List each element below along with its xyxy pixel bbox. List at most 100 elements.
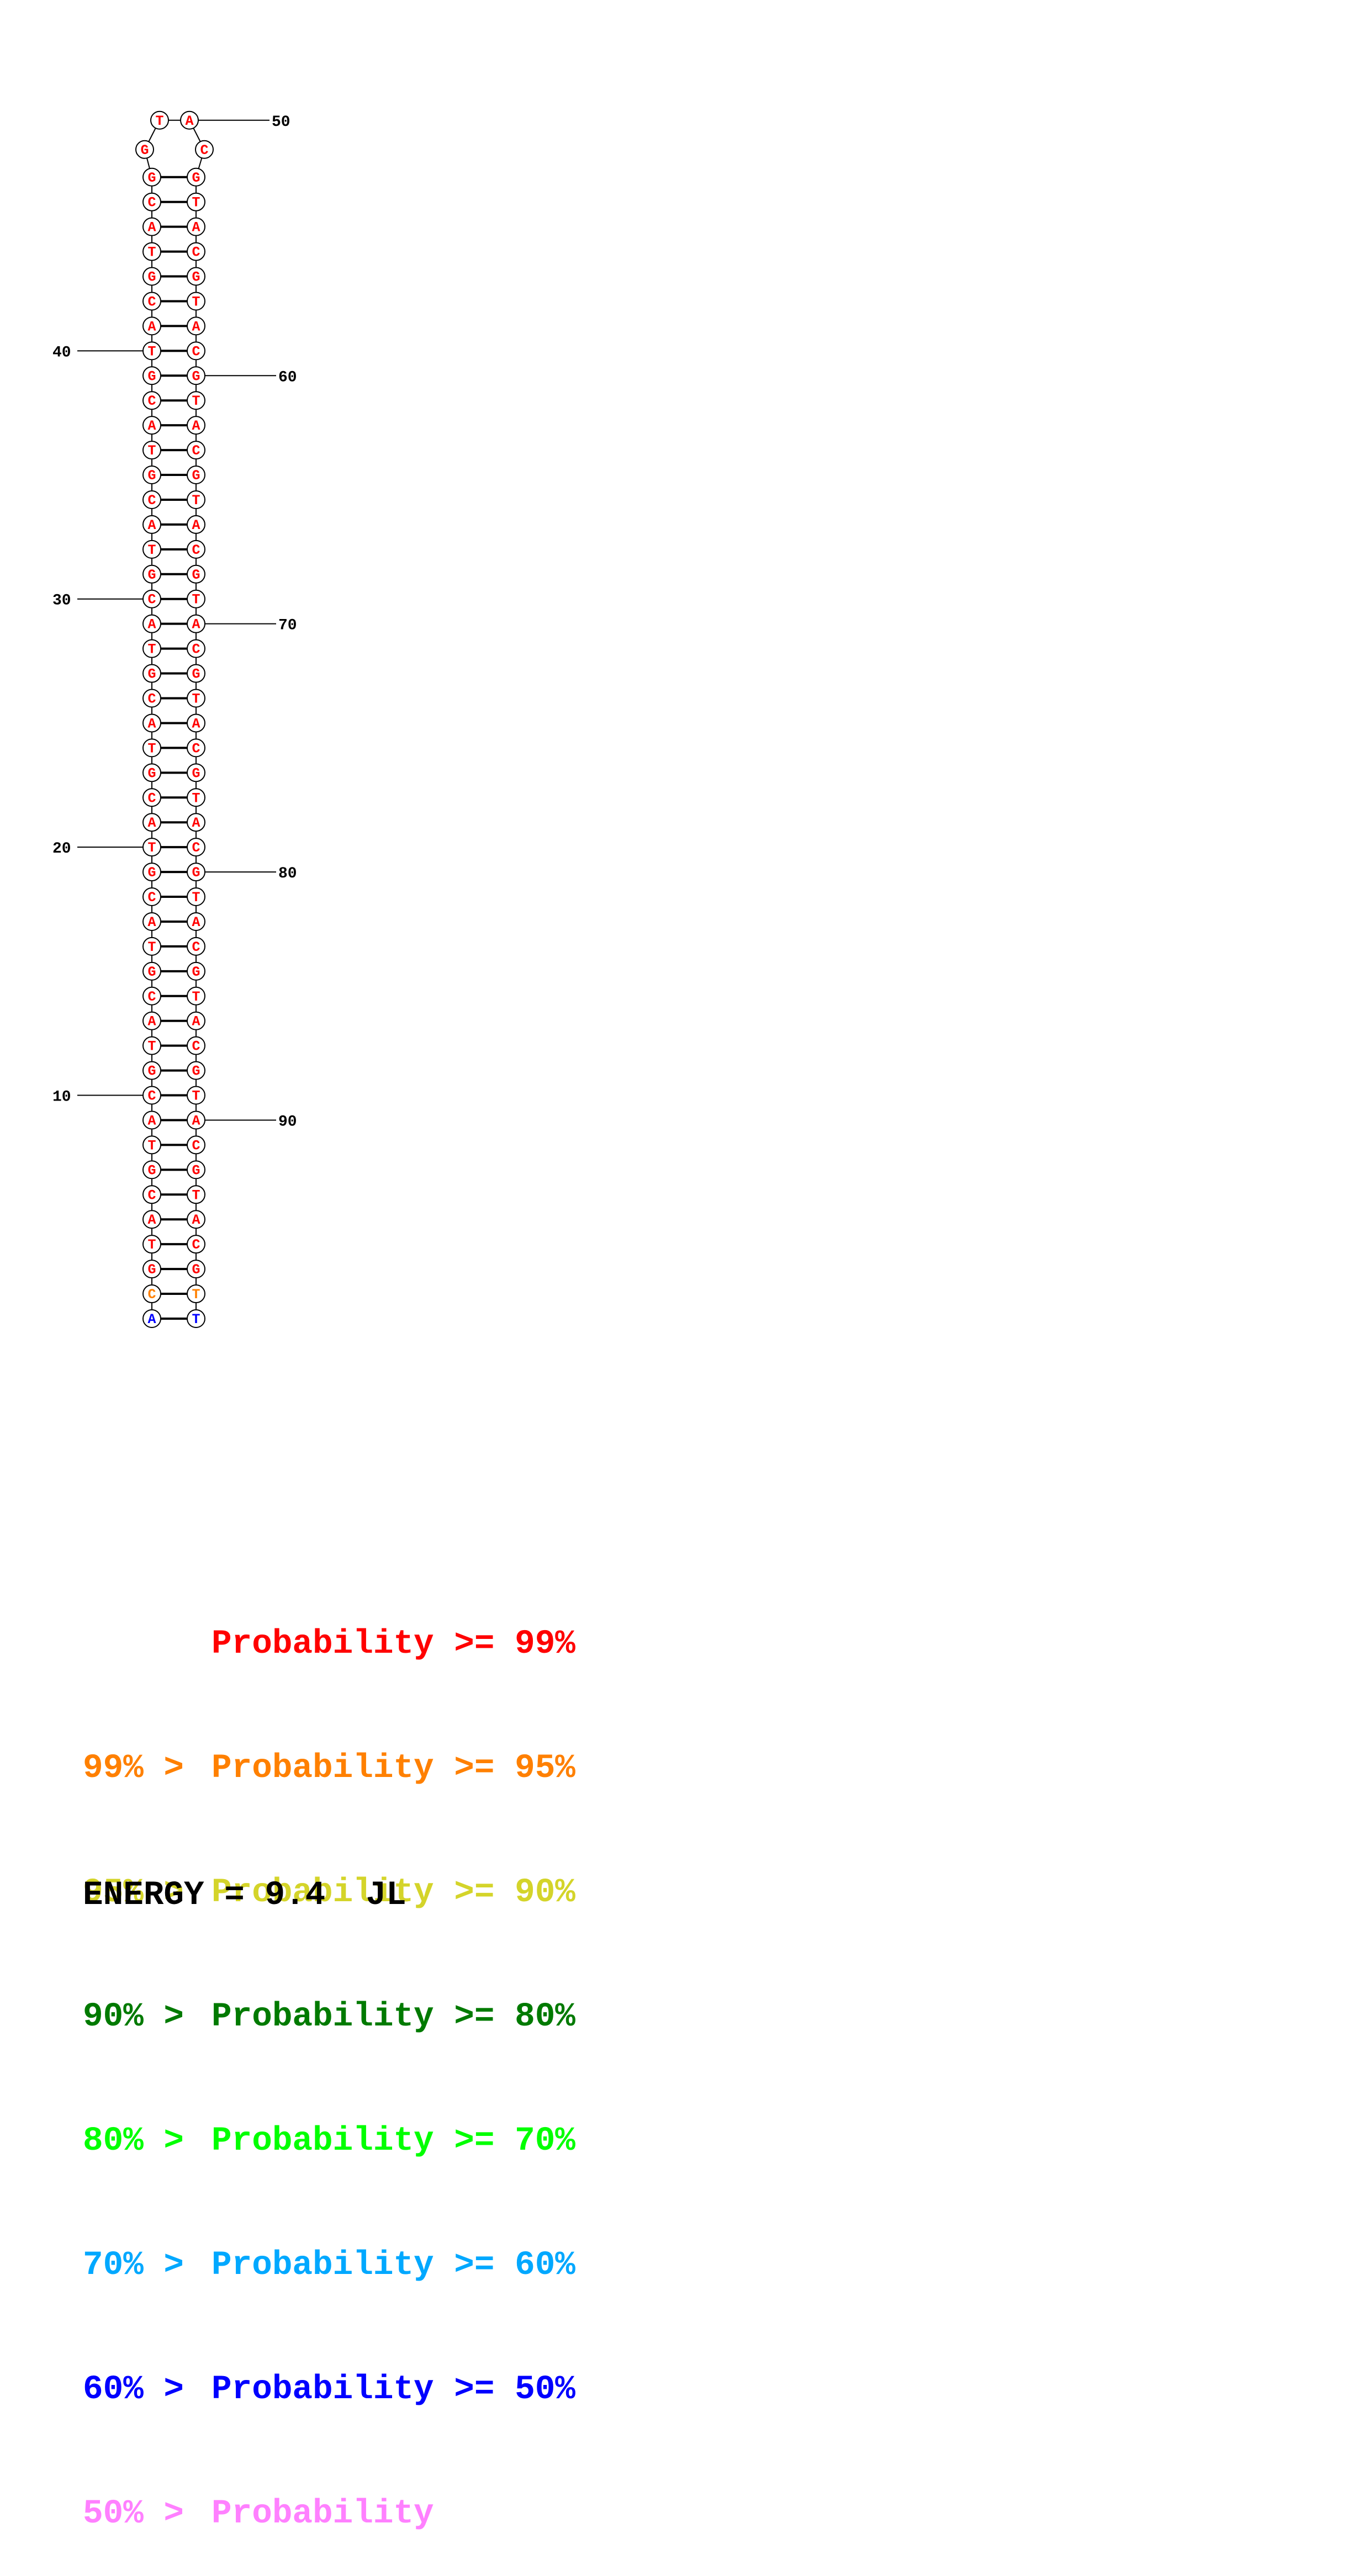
nucleotide-letter: G: [147, 1162, 156, 1178]
nucleotide-circle: [187, 316, 205, 336]
nucleotide-circle: [187, 1210, 205, 1229]
tick-label: 10: [52, 1089, 71, 1106]
nucleotide: A: [187, 217, 205, 236]
nucleotide-letter: A: [147, 418, 156, 434]
nucleotide: T: [187, 1309, 205, 1328]
nucleotide-circle: [142, 564, 161, 584]
nucleotide: G: [187, 366, 205, 385]
legend-row: 99% > Probability >= 95%: [83, 1748, 575, 1789]
nucleotide: C: [187, 1036, 205, 1055]
nucleotide-letter: C: [192, 343, 200, 359]
nucleotide-circle: [142, 863, 161, 882]
nucleotide: T: [142, 441, 161, 460]
nucleotide-circle: [142, 1011, 161, 1030]
nucleotide: G: [142, 267, 161, 286]
nucleotide-circle: [142, 416, 161, 435]
legend-prefix: 60% >: [83, 2371, 204, 2409]
nucleotide-circle: [142, 1309, 161, 1328]
nucleotide-circle: [187, 863, 205, 882]
nucleotide-circle: [187, 1185, 205, 1204]
nucleotide-letter: T: [192, 393, 200, 409]
nucleotide-letter: T: [192, 790, 200, 806]
nucleotide: T: [142, 1036, 161, 1055]
nucleotide: A: [142, 316, 161, 336]
nucleotide: C: [195, 140, 214, 159]
nucleotide-letter: T: [192, 493, 200, 509]
nucleotide: A: [187, 515, 205, 534]
nucleotide-circle: [142, 589, 161, 609]
nucleotide-circle: [142, 441, 161, 460]
nucleotide-circle: [187, 466, 205, 485]
nucleotide-circle: [187, 887, 205, 907]
nucleotide: G: [187, 1260, 205, 1279]
nucleotide-circle: [142, 738, 161, 758]
legend-prefix: 99% >: [83, 1749, 204, 1787]
nucleotide: T: [187, 1185, 205, 1204]
nucleotide-letter: A: [147, 1212, 156, 1228]
nucleotide-circle: [187, 838, 205, 857]
nucleotide: G: [142, 664, 161, 683]
nucleotide-circle: [142, 466, 161, 485]
tick-label: 90: [278, 1113, 297, 1130]
nucleotide-circle: [187, 639, 205, 658]
nucleotide-letter: T: [147, 1039, 156, 1055]
nucleotide-circle: [142, 1185, 161, 1204]
nucleotide-letter: G: [147, 468, 156, 484]
nucleotide-circle: [142, 1110, 161, 1130]
nucleotide-circle: [135, 140, 154, 159]
legend-prefix: 70% >: [83, 2246, 204, 2284]
nucleotide: G: [142, 763, 161, 782]
nucleotide-circle: [187, 1110, 205, 1130]
nucleotide: T: [187, 788, 205, 807]
nucleotide-letter: T: [147, 642, 156, 658]
nucleotide: G: [187, 167, 205, 187]
nucleotide-letter: T: [147, 840, 156, 856]
nucleotide-letter: C: [147, 592, 156, 608]
nucleotide-circle: [142, 614, 161, 633]
nucleotide-letter: A: [147, 517, 156, 533]
nucleotide-circle: [142, 1210, 161, 1229]
nucleotide: G: [142, 863, 161, 882]
nucleotide: C: [142, 292, 161, 311]
nucleotide-letter: G: [192, 170, 200, 186]
nucleotide-letter: A: [192, 617, 200, 633]
nucleotide-letter: A: [192, 418, 200, 434]
nucleotide-circle: [142, 1235, 161, 1254]
nucleotide: A: [142, 1309, 161, 1328]
nucleotide-circle: [187, 986, 205, 1006]
nucleotide-letter: G: [140, 142, 149, 158]
nucleotide: T: [187, 1086, 205, 1105]
legend-prefix: 50% >: [83, 2495, 204, 2533]
tick-label: 20: [52, 840, 71, 858]
nucleotide: T: [187, 1284, 205, 1304]
nucleotide-letter: C: [147, 890, 156, 906]
nucleotide-letter: C: [147, 691, 156, 707]
nucleotide-letter: G: [192, 368, 200, 384]
nucleotide-circle: [187, 564, 205, 584]
nucleotide-letter: T: [147, 1237, 156, 1253]
nucleotide-letter: A: [147, 1113, 156, 1129]
nucleotide-circle: [187, 366, 205, 385]
base-pair-bonds: [161, 176, 187, 1320]
nucleotide-circle: [150, 110, 169, 130]
nucleotide-circle: [187, 614, 205, 633]
nucleotide: A: [187, 416, 205, 435]
nucleotide: C: [187, 937, 205, 956]
nucleotide-letter: A: [192, 1212, 200, 1228]
nucleotide-letter: G: [192, 1064, 200, 1080]
nucleotide: C: [142, 1185, 161, 1204]
nucleotide: G: [142, 1061, 161, 1080]
legend-label: Probability: [212, 2495, 434, 2533]
nucleotide-circle: [187, 391, 205, 410]
legend-row: 80% > Probability >= 70%: [83, 2120, 575, 2162]
position-ticks: 10 20 30 40 50 60 70 80 90: [52, 114, 297, 1131]
nucleotide-circle: [142, 986, 161, 1006]
nucleotide: C: [187, 639, 205, 658]
nucleotide-letter: C: [147, 294, 156, 310]
nucleotide-letter: C: [192, 642, 200, 658]
nucleotide-letter: G: [147, 865, 156, 881]
nucleotide-letter: A: [192, 716, 200, 732]
nucleotide-letter: C: [147, 1287, 156, 1303]
nucleotide: A: [142, 1210, 161, 1229]
nucleotide-circle: [187, 788, 205, 807]
